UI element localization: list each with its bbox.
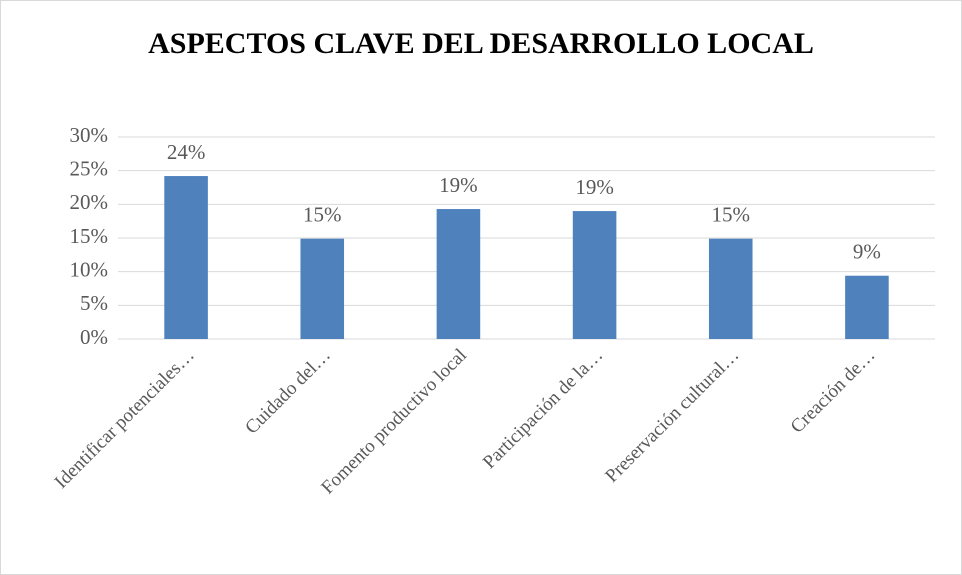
data-label: 15% xyxy=(712,202,751,226)
bar xyxy=(572,211,617,339)
bar xyxy=(164,176,208,339)
data-label: 9% xyxy=(853,240,881,264)
data-label: 24% xyxy=(167,140,206,164)
y-tick-label: 15% xyxy=(70,224,109,248)
y-tick-label: 0% xyxy=(80,325,108,349)
y-tick-label: 10% xyxy=(70,257,109,281)
bar xyxy=(436,209,481,339)
data-label: 19% xyxy=(575,175,614,199)
chart-title: ASPECTOS CLAVE DEL DESARROLLO LOCAL xyxy=(148,27,814,60)
data-label: 15% xyxy=(303,202,342,226)
bar xyxy=(845,275,889,339)
data-label: 19% xyxy=(439,173,478,197)
y-tick-label: 20% xyxy=(70,190,109,214)
y-tick-label: 25% xyxy=(70,156,109,180)
bar xyxy=(300,238,345,339)
y-tick-label: 30% xyxy=(70,123,109,147)
bar xyxy=(708,238,753,339)
y-tick-label: 5% xyxy=(80,291,108,315)
